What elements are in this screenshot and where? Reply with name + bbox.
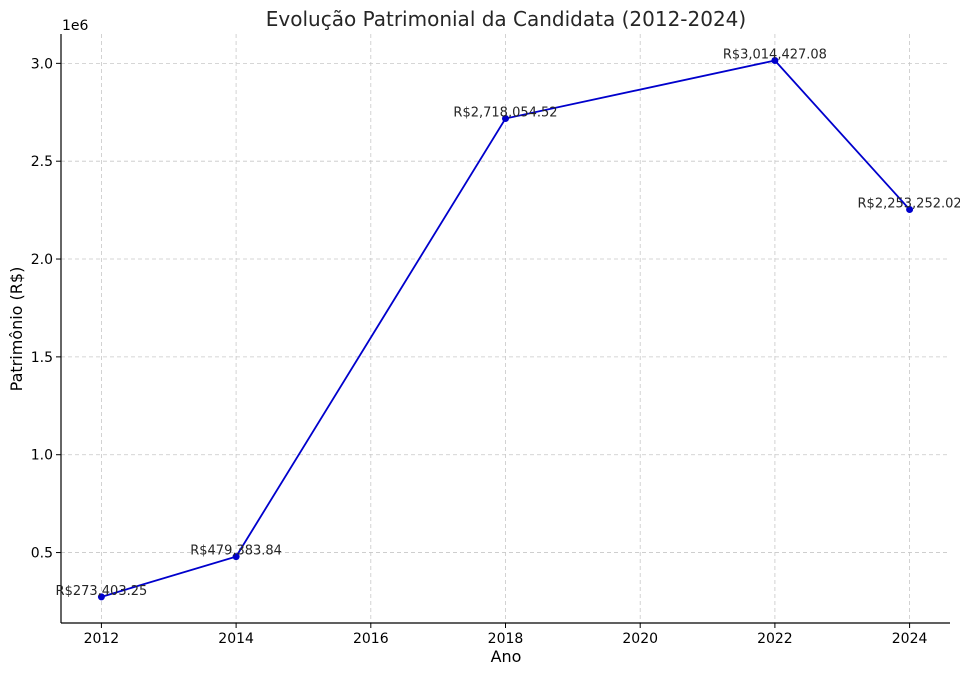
y-tick-label: 1.0 bbox=[31, 448, 53, 464]
y-tick-label: 0.5 bbox=[31, 546, 53, 562]
data-point bbox=[232, 553, 240, 561]
chart-title: Evolução Patrimonial da Candidata (2012-… bbox=[266, 7, 746, 31]
x-tick-label: 2016 bbox=[353, 631, 389, 647]
data-label-layer: R$273,403.25 R$479,383.84 R$2,718,054.52 R$… bbox=[56, 48, 960, 599]
data-label: R$273,403.25 bbox=[56, 584, 148, 599]
data-label: R$3,014,427.08 bbox=[723, 48, 827, 63]
y-tick-label: 1.5 bbox=[31, 350, 53, 366]
data-label: R$479,383.84 bbox=[190, 544, 282, 559]
x-tick-label: 2024 bbox=[892, 631, 928, 647]
x-axis-label: Ano bbox=[491, 647, 522, 666]
y-tick-label: 3.0 bbox=[31, 56, 53, 72]
x-tick-label: 2018 bbox=[488, 631, 524, 647]
grid-layer bbox=[61, 34, 950, 623]
data-label: R$2,253,252.02 bbox=[858, 196, 960, 211]
y-axis-label: Patrimônio (R$) bbox=[7, 267, 26, 392]
data-point bbox=[97, 593, 105, 601]
x-tick-label: 2022 bbox=[757, 631, 793, 647]
tick-layer: 2012 2014 2016 2018 2020 2022 2024 0.5 1.0 1.5 2.0… bbox=[31, 56, 928, 647]
series-layer bbox=[97, 57, 914, 601]
y-tick-label: 2.5 bbox=[31, 154, 53, 170]
y-axis-offset-label: 1e6 bbox=[62, 18, 89, 34]
x-tick-label: 2012 bbox=[84, 631, 120, 647]
y-tick-label: 2.0 bbox=[31, 252, 53, 268]
data-point bbox=[771, 57, 779, 65]
data-label: R$2,718,054.52 bbox=[453, 106, 557, 121]
x-tick-label: 2020 bbox=[622, 631, 658, 647]
data-point bbox=[502, 115, 509, 123]
data-point bbox=[906, 205, 914, 213]
x-tick-label: 2014 bbox=[218, 631, 254, 647]
